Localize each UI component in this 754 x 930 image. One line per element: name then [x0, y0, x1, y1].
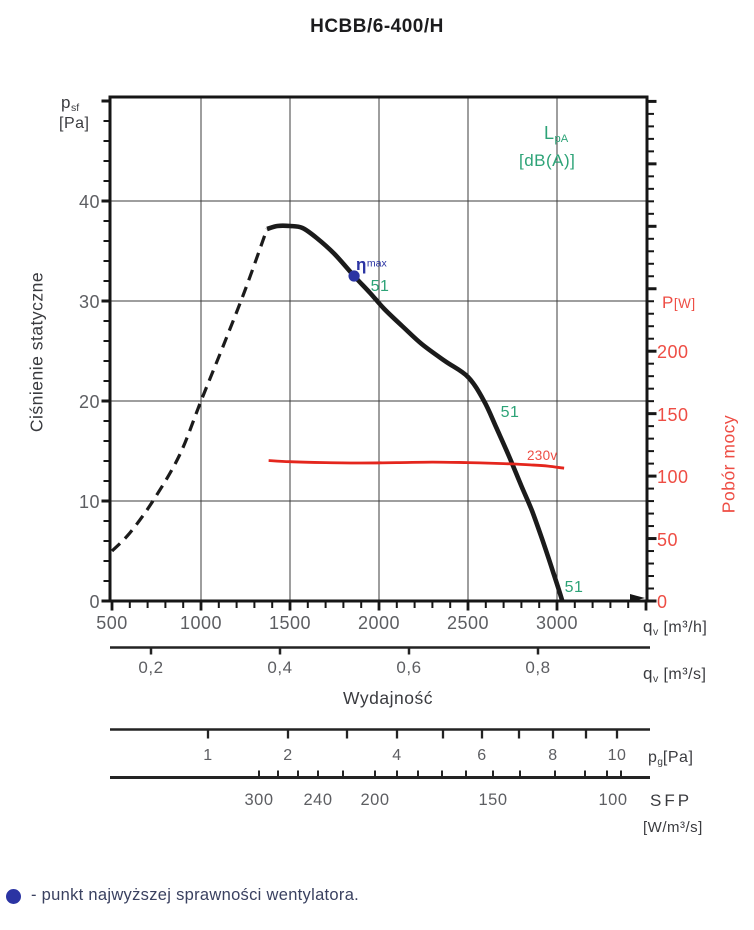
power-tick-100: 100: [657, 467, 689, 487]
chart-title: HCBB/6-400/H: [310, 16, 444, 37]
lpa-unit: [dB(A)]: [519, 151, 576, 170]
flow-tick-2500: 2500: [446, 613, 490, 633]
noise-label-2: 51: [500, 404, 520, 421]
noise-label-1: 51: [370, 278, 390, 295]
pressure-tick-40: 40: [78, 192, 100, 212]
flow-m3s-tick-06: 0,6: [396, 658, 422, 677]
flow-tick-3000: 3000: [535, 613, 579, 633]
pg-tick-8: 8: [548, 747, 558, 764]
sfp-tick-150: 150: [478, 791, 508, 809]
power-axis-title: Pobór mocy: [718, 414, 739, 514]
pressure-tick-30: 30: [78, 292, 100, 312]
flow-m3s-tick-02: 0,2: [138, 658, 164, 677]
pressure-tick-20: 20: [78, 392, 100, 412]
flow-tick-2000: 2000: [357, 613, 401, 633]
eta-max-label: ηmax: [356, 255, 387, 274]
flow-unit-m3s: qv [m³/s]: [643, 664, 707, 685]
pg-tick-2: 2: [283, 747, 293, 764]
sfp-tick-240: 240: [303, 791, 333, 809]
flow-unit-m3h: qv [m³/h]: [643, 617, 708, 638]
pressure-axis-title: Ciśnienie statyczne: [26, 271, 47, 433]
pg-tick-4: 4: [392, 747, 402, 764]
sfp-tick-300: 300: [244, 791, 274, 809]
flow-tick-500: 500: [96, 613, 128, 633]
sfp-label: SFP: [650, 791, 693, 810]
pressure-axis-unit: [Pa]: [59, 115, 90, 132]
flow-tick-1500: 1500: [268, 613, 312, 633]
noise-label-3: 51: [564, 579, 584, 596]
best-efficiency-legend-dot: [6, 889, 21, 904]
pressure-tick-10: 10: [78, 492, 100, 512]
flow-m3s-tick-08: 0,8: [525, 658, 551, 677]
pg-unit: pg[Pa]: [648, 749, 694, 768]
power-axis-symbol: P[W]: [662, 293, 696, 312]
pressure-axis-symbol: psf: [61, 93, 80, 114]
pg-tick-10: 10: [607, 747, 627, 764]
sfp-tick-100: 100: [598, 791, 628, 809]
power-tick-200: 200: [657, 342, 689, 362]
pressure-tick-0: 0: [89, 592, 100, 612]
power-tick-0: 0: [657, 592, 668, 612]
flow-tick-1000: 1000: [179, 613, 223, 633]
sfp-unit: [W/m³/s]: [643, 819, 703, 836]
pg-tick-6: 6: [477, 747, 487, 764]
power-tick-150: 150: [657, 405, 689, 425]
sfp-tick-200: 200: [360, 791, 390, 809]
flow-axis-title: Wydajność: [343, 688, 433, 708]
legend-text: - punkt najwyższej sprawności wentylator…: [31, 886, 360, 904]
lpa-symbol: LpA: [544, 123, 569, 146]
power-tick-50: 50: [657, 530, 679, 550]
voltage-label: 230v: [527, 448, 558, 463]
flow-m3s-tick-04: 0,4: [267, 658, 293, 677]
pg-tick-1: 1: [203, 747, 213, 764]
